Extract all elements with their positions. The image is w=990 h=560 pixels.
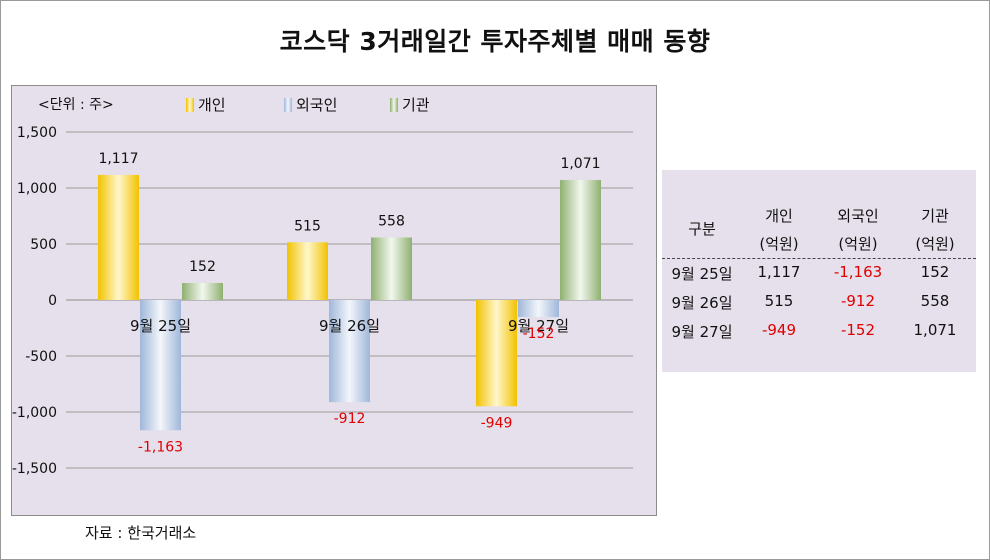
legend-foreign: 외국인 <box>284 94 337 115</box>
table-cell: 558 <box>920 292 950 310</box>
y-tick-label: 1,000 <box>17 181 57 197</box>
bar-institution <box>182 282 223 300</box>
x-category-label: 9월 26일 <box>319 317 380 335</box>
x-category-label: 9월 25일 <box>130 317 191 335</box>
table-row-label: 9월 25일 <box>671 265 733 283</box>
data-label: 1,117 <box>98 151 138 167</box>
source-note: 자료 : 한국거래소 <box>85 524 197 542</box>
y-tick-label: -1,500 <box>12 461 57 477</box>
table-cell: -912 <box>840 292 876 310</box>
table-row-label: 9월 26일 <box>671 294 733 312</box>
bar-foreign <box>140 300 181 431</box>
legend-swatch-institution <box>390 97 398 112</box>
legend-swatch-foreign <box>284 97 292 112</box>
bar-individual <box>476 300 517 407</box>
table-row-label: 9월 27일 <box>671 323 733 341</box>
y-tick-label: -500 <box>25 349 57 365</box>
data-label: -912 <box>334 411 366 427</box>
unit-note: <단위 : 주> <box>38 97 114 113</box>
data-label: 558 <box>378 214 405 230</box>
data-label: -1,163 <box>138 439 183 455</box>
table-header: 개인 <box>765 207 793 225</box>
table-cell: -1,163 <box>833 263 883 281</box>
legend-swatch-individual <box>186 97 194 112</box>
table-cell: -949 <box>761 321 797 339</box>
bar-foreign <box>518 300 559 318</box>
y-tick-label: 1,500 <box>17 125 57 141</box>
y-tick-label: -1,000 <box>12 405 57 421</box>
bar-institution <box>371 237 412 300</box>
table-cell: 1,117 <box>757 263 801 281</box>
data-label: -949 <box>481 415 513 431</box>
bar-foreign <box>329 300 370 403</box>
bar-individual <box>287 242 328 300</box>
summary-table: 구분 개인 (억원) 외국인 (억원) 기관 (억원) 9월 25일 1,117 -1,163 15… <box>662 170 976 372</box>
table-divider <box>662 258 976 259</box>
data-label: 515 <box>294 218 321 234</box>
table-header-unit: (억원) <box>915 235 955 253</box>
table-header-unit: (억원) <box>759 235 799 253</box>
table-cell: 515 <box>764 292 794 310</box>
y-tick-label: 500 <box>30 237 57 253</box>
table-header: 외국인 <box>837 207 879 225</box>
bar-institution <box>560 180 601 300</box>
data-label: 152 <box>189 259 216 275</box>
legend-label-foreign: 외국인 <box>296 96 338 114</box>
y-tick-label: 0 <box>48 293 57 309</box>
legend-label-institution: 기관 <box>402 96 430 114</box>
data-label: 1,071 <box>560 156 600 172</box>
data-label: -152 <box>523 326 555 342</box>
table-cell: 1,071 <box>913 321 957 339</box>
table-header: 기관 <box>921 207 949 225</box>
page-title: 코스닥 3거래일간 투자주체별 매매 동향 <box>279 27 711 56</box>
table-cell: -152 <box>840 321 876 339</box>
legend-institution: 기관 <box>390 94 430 115</box>
table-header: 구분 <box>688 220 716 238</box>
x-category-label: 9월 27일 <box>508 317 569 335</box>
table-cell: 152 <box>920 263 950 281</box>
bar-individual <box>98 174 139 300</box>
legend-individual: 개인 <box>186 94 226 115</box>
legend-label-individual: 개인 <box>198 96 226 114</box>
table-header-unit: (억원) <box>838 235 878 253</box>
